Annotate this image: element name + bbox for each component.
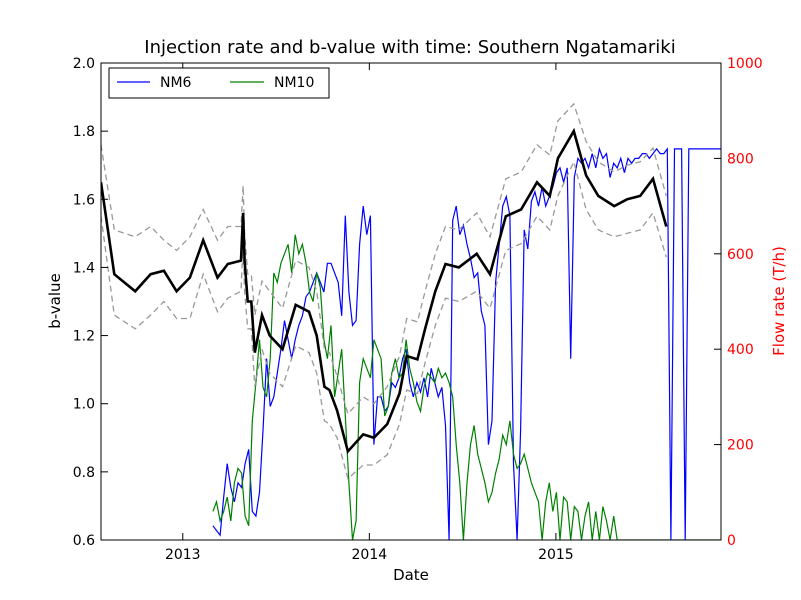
bvalue-upper-bound [101,102,667,416]
y2-tick-label: 1000 [727,56,763,72]
plot-frame [100,62,722,541]
y-axis-left: 0.6 0.8 1.0 1.2 1.4 1.6 1.8 2.0 [73,56,108,549]
x-tick-label: 2013 [165,547,201,563]
series-layer [101,102,721,540]
y-tick-label: 1.0 [73,397,95,413]
y-tick-label: 1.2 [73,329,95,345]
y-tick-label: 2.0 [73,56,95,72]
series-nm10-line [212,234,721,540]
y2-tick-label: 200 [727,438,754,454]
y-tick-label: 0.6 [73,533,95,549]
y-tick-label: 1.8 [73,124,95,140]
bvalue-line [101,127,668,455]
legend-label-nm6: NM6 [160,75,192,91]
y-tick-label: 1.6 [73,192,95,208]
y2-tick-label: 800 [727,151,754,167]
x-tick-label: 2015 [538,547,574,563]
legend-label-nm10: NM10 [274,75,314,91]
plot-area [100,62,722,541]
x-axis-label: Date [393,566,429,584]
y-tick-label: 1.4 [73,260,95,276]
y-tick-label: 0.8 [73,465,95,481]
y2-tick-label: 400 [727,342,754,358]
y2-axis-label: Flow rate (T/h) [770,246,788,356]
legend: NM6 NM10 [108,67,330,99]
x-tick-label: 2014 [352,547,388,563]
legend-box [108,67,330,99]
y-axis-right: 0 200 400 600 800 1000 [714,56,763,549]
series-nm6-line [212,146,721,540]
x-axis: 2013 2014 2015 [165,63,574,563]
plot-background [101,63,721,540]
bvalue-lower-bound [101,159,667,480]
y-axis-label: b-value [46,273,64,329]
y2-tick-label: 600 [727,247,754,263]
chart-title: Injection rate and b-value with time: So… [144,37,675,58]
y2-tick-label: 0 [727,533,736,549]
